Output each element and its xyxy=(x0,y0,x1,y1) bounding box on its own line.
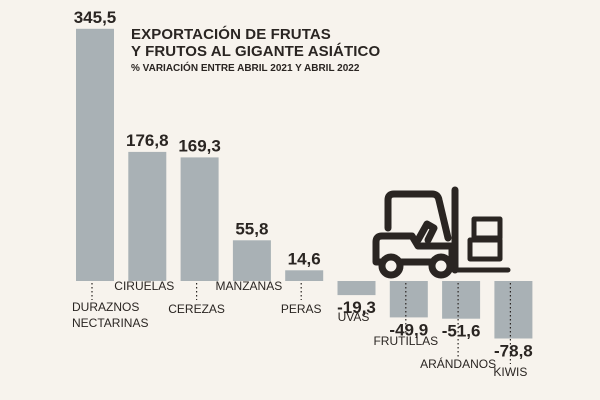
value-label-1: 176,8 xyxy=(126,131,169,150)
bar-5 xyxy=(337,281,376,296)
chart-title-line2: Y FRUTOS AL GIGANTE ASIÁTICO xyxy=(131,43,381,60)
bar-2 xyxy=(180,157,219,281)
chart-title-line1: EXPORTACIÓN DE FRUTAS xyxy=(131,26,331,43)
value-label-4: 14,6 xyxy=(288,249,321,268)
category-label-4-0: PERAS xyxy=(281,302,322,316)
category-label-3-0: MANZANAS xyxy=(216,279,283,293)
category-label-1-0: CIRUELAS xyxy=(114,279,174,293)
value-label-7: -51,6 xyxy=(442,322,481,341)
bar-8 xyxy=(494,281,533,339)
category-label-6-0: FRUTILLAS xyxy=(373,334,438,348)
bar-4 xyxy=(285,270,324,281)
value-label-2: 169,3 xyxy=(178,136,221,155)
bar-3 xyxy=(232,240,271,281)
category-label-0-0: DURAZNOS xyxy=(72,300,139,314)
bar-7 xyxy=(442,281,481,319)
labels-group: 345,5 DURAZNOS NECTARINAS 176,8 CIRUELAS 169,… xyxy=(72,8,533,379)
chart-subtitle: % VARIACIÓN ENTRE ABRIL 2021 Y ABRIL 202… xyxy=(131,63,360,74)
bar-1 xyxy=(128,151,167,281)
category-label-0-1: NECTARINAS xyxy=(72,316,148,330)
value-label-0: 345,5 xyxy=(74,8,117,27)
bar-0 xyxy=(76,28,114,281)
bars-group xyxy=(76,28,533,339)
value-label-8: -78,8 xyxy=(494,342,533,361)
value-label-6: -49,9 xyxy=(389,320,428,339)
category-label-7-0: ARÁNDANOS xyxy=(420,356,496,371)
category-label-2-0: CEREZAS xyxy=(168,302,225,316)
category-label-8-0: KIWIS xyxy=(493,365,527,379)
value-label-5: -19,3 xyxy=(337,298,376,317)
forklift-icon xyxy=(372,186,511,279)
value-label-3: 55,8 xyxy=(235,219,268,238)
category-label-5-0: UVAS xyxy=(338,310,370,324)
bar-6 xyxy=(389,281,428,318)
